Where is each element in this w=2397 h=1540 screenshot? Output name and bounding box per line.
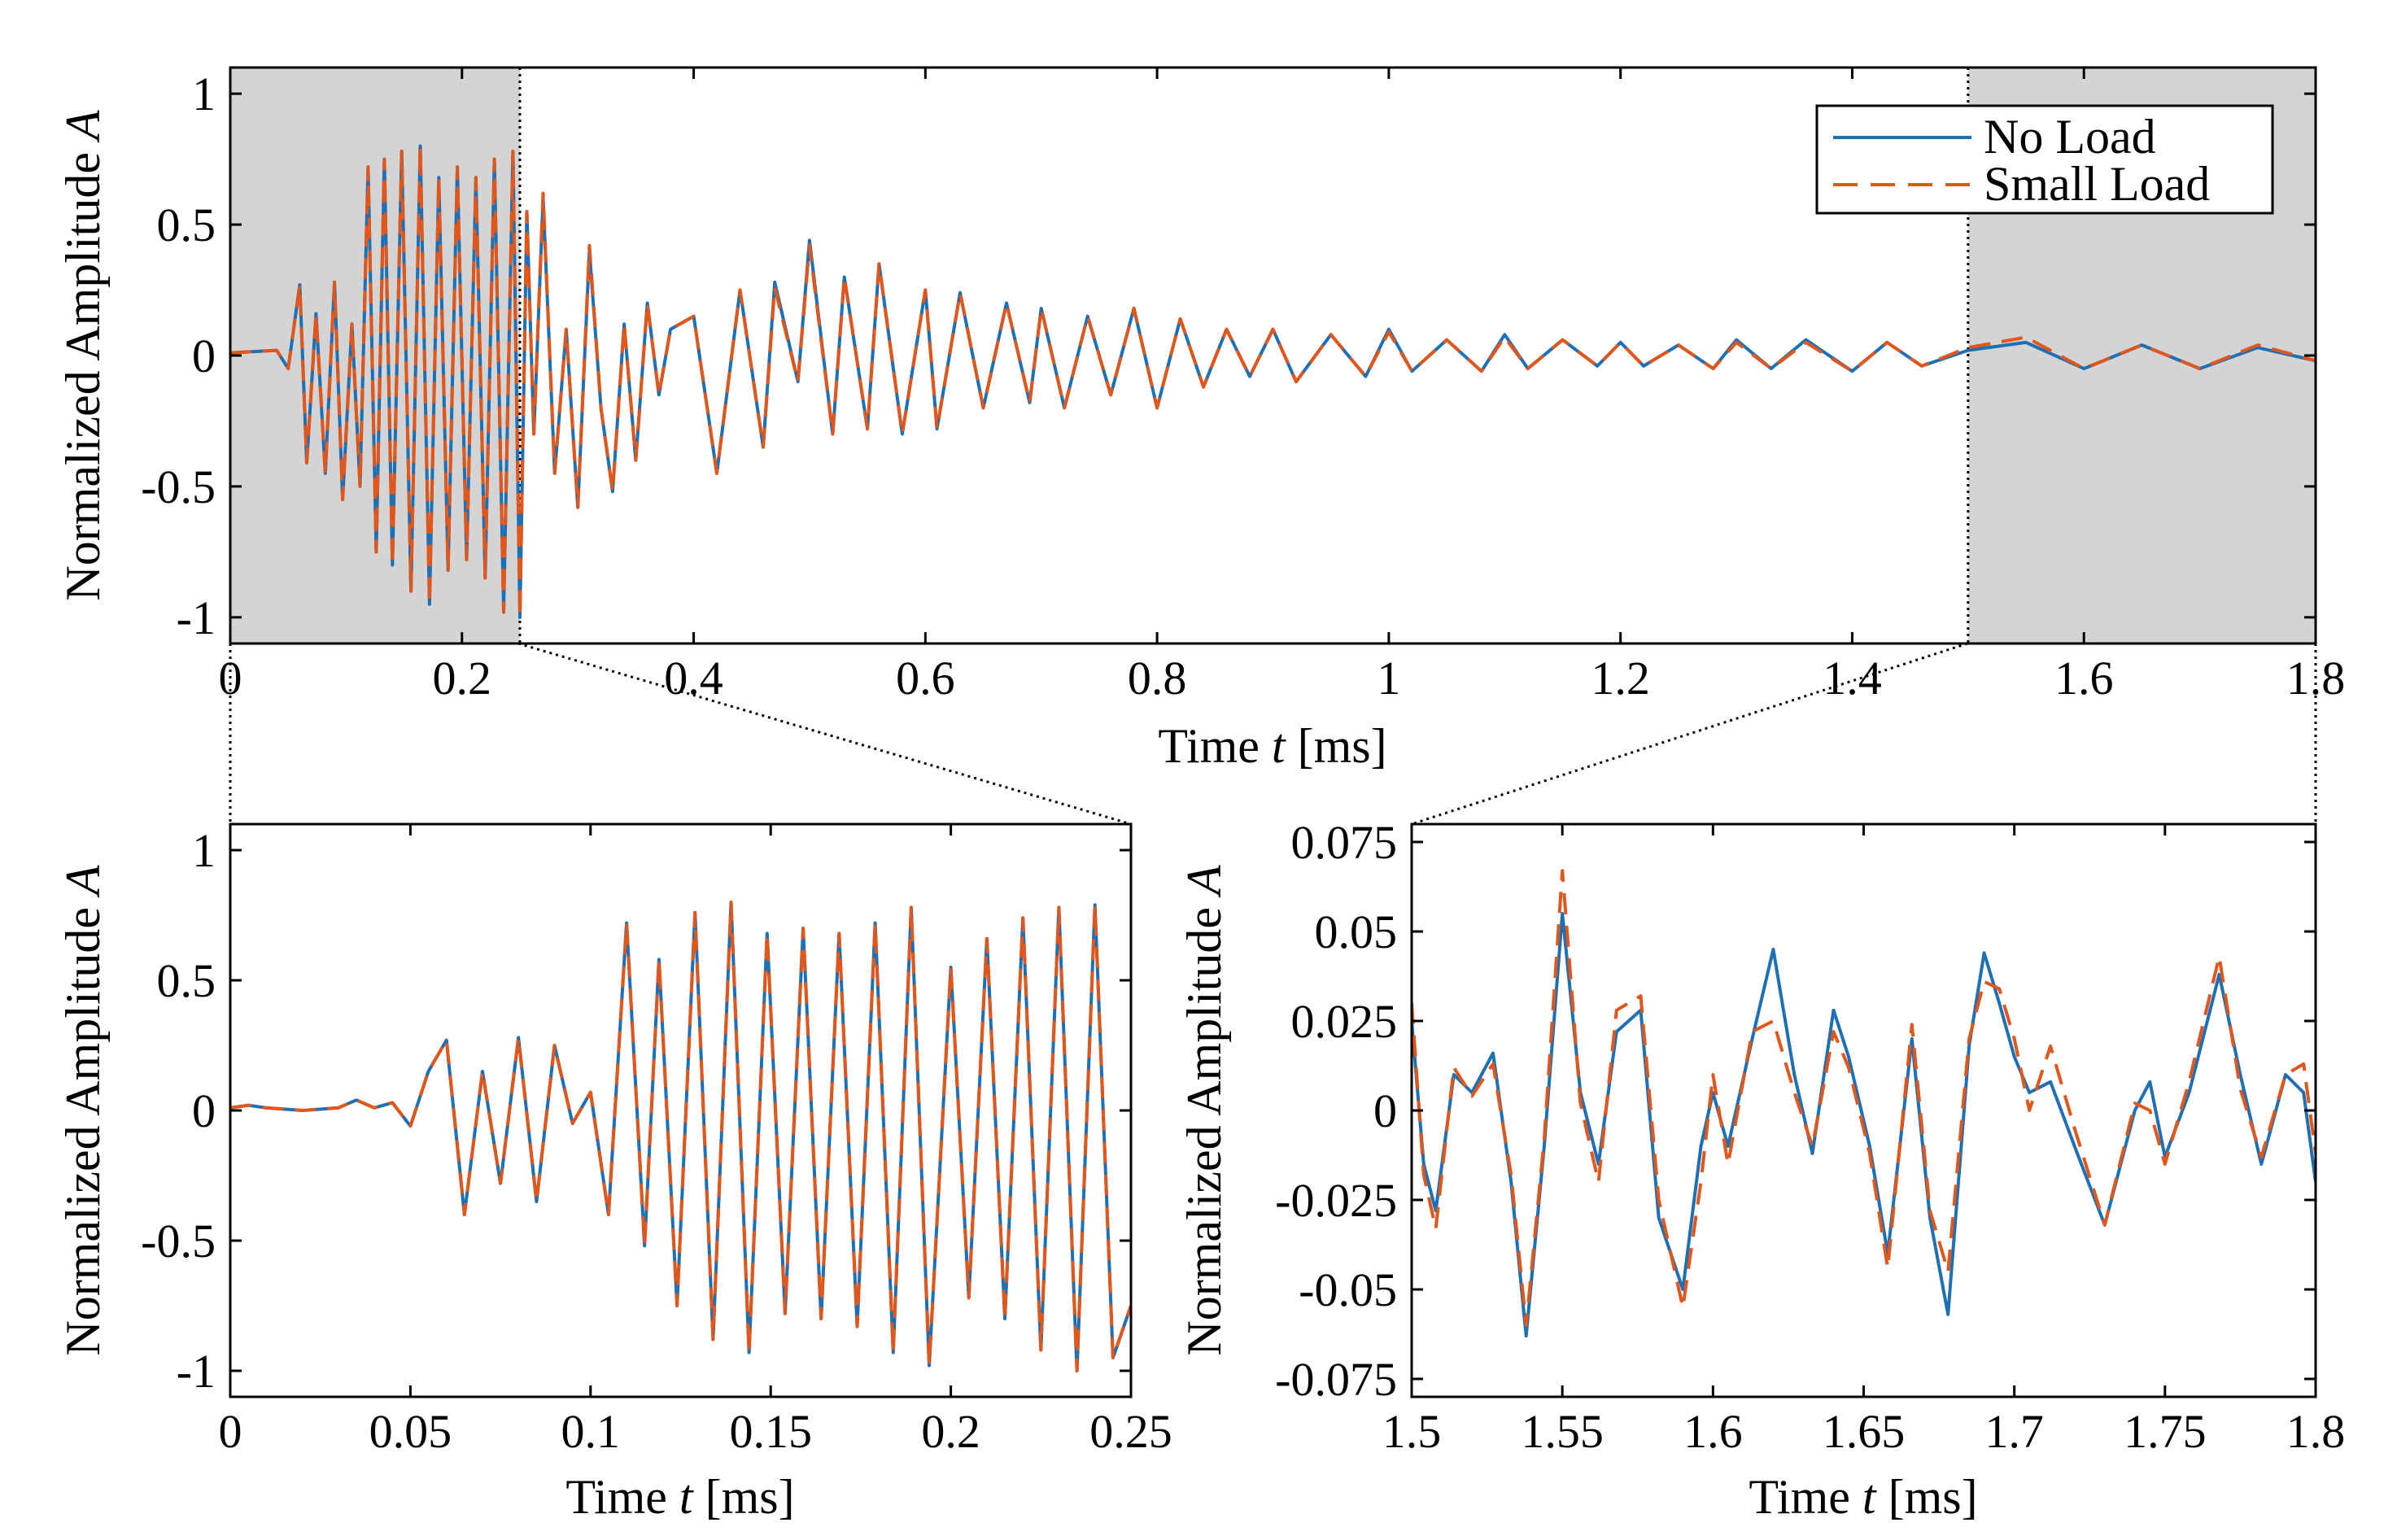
y-tick-label: -0.075	[1275, 1353, 1397, 1406]
y-tick-label: -1	[177, 1345, 216, 1398]
legend-box	[1815, 104, 2274, 215]
y-tick-label: -0.05	[1299, 1263, 1397, 1316]
zoom-end-frame	[1410, 822, 2317, 1398]
zoom-start-series	[230, 901, 1131, 1372]
zoom-start-plot: 0 0.05 0.1 0.15 0.2 0.25 1 0.5 0 -0.5 -1 Time t […	[56, 822, 1172, 1524]
legend-label-small-load: Small Load	[1984, 157, 2210, 211]
x-tick-label: 1.6	[1683, 1405, 1743, 1458]
x-tick-label: 0.8	[1128, 652, 1187, 705]
y-tick-label: 1	[192, 68, 216, 120]
shaded-region-0	[230, 68, 520, 643]
zoom-end-y-axis-label: Normalized Amplitude A	[1177, 865, 1231, 1356]
y-tick-label: -0.025	[1275, 1174, 1397, 1227]
overview-plot: 0 0.2 0.4 0.6 0.8 1 1.2 1.4 1.6 1.8 1 0.5 0 -0.5 -1 T…	[56, 66, 2346, 773]
x-tick-label: 0	[219, 652, 242, 705]
legend: No Load Small Load	[1815, 104, 2274, 215]
y-tick-label: -1	[177, 591, 216, 644]
y-tick-label: -0.5	[141, 460, 216, 513]
y-tick-label: -0.5	[141, 1215, 216, 1267]
x-tick-label: 1.65	[1823, 1405, 1906, 1458]
overview-x-tick-labels: 0 0.2 0.4 0.6 0.8 1 1.2 1.4 1.6 1.8	[219, 652, 2346, 705]
x-tick-label: 0.6	[896, 652, 955, 705]
x-tick-label: 0.15	[729, 1405, 812, 1458]
legend-label-no-load: No Load	[1984, 110, 2156, 164]
overview-y-tick-labels: 1 0.5 0 -0.5 -1	[141, 68, 216, 644]
overview-y-axis-label: Normalized Amplitude A	[56, 110, 110, 601]
overview-frame	[229, 66, 2317, 645]
y-tick-label: 0.025	[1291, 995, 1398, 1048]
x-tick-label: 0.2	[921, 1405, 980, 1458]
x-tick-label: 0.4	[664, 652, 723, 705]
y-tick-label: 0.5	[157, 954, 216, 1007]
zoom-end-x-tick-labels: 1.5 1.55 1.6 1.65 1.7 1.75 1.8	[1382, 1405, 2346, 1458]
x-tick-label: 0.25	[1089, 1405, 1172, 1458]
overview-x-axis-label: Time t [ms]	[1158, 719, 1386, 773]
y-tick-label: 0.075	[1291, 816, 1398, 869]
x-tick-label: 1.7	[1984, 1405, 2044, 1458]
series-small-load	[1412, 869, 2316, 1327]
connector-left-end	[517, 642, 1132, 826]
y-tick-label: 0.5	[157, 198, 216, 251]
x-tick-label: 1.75	[2124, 1405, 2207, 1458]
zoom-start-y-axis-label: Normalized Amplitude A	[56, 865, 110, 1356]
zoom-end-y-tick-labels: 0.075 0.05 0.025 0 -0.025 -0.05 -0.075	[1275, 816, 1397, 1406]
x-tick-label: 0	[219, 1405, 242, 1458]
zoom-start-frame	[229, 822, 1133, 1398]
zoom-end-series	[1412, 869, 2316, 1338]
x-tick-label: 0.05	[369, 1405, 452, 1458]
x-tick-label: 1.4	[1823, 652, 1882, 705]
x-tick-label: 1.55	[1521, 1405, 1604, 1458]
x-tick-label: 0.2	[433, 652, 492, 705]
y-tick-label: 0	[1373, 1084, 1397, 1137]
zoom-start-x-tick-labels: 0 0.05 0.1 0.15 0.2 0.25	[219, 1405, 1172, 1458]
y-tick-label: 0	[192, 1084, 216, 1137]
zoom-start-y-tick-labels: 1 0.5 0 -0.5 -1	[141, 824, 216, 1398]
x-tick-label: 1.2	[1591, 652, 1650, 705]
y-tick-label: 0	[192, 329, 216, 382]
y-tick-label: 0.05	[1315, 905, 1398, 958]
overview-series	[230, 144, 2316, 619]
zoom-start-x-axis-label: Time t [ms]	[565, 1470, 794, 1524]
y-tick-label: 1	[192, 824, 216, 877]
series-no-load	[1412, 912, 2316, 1338]
zoom-end-x-axis-label: Time t [ms]	[1749, 1470, 1977, 1524]
x-tick-label: 1.8	[2286, 652, 2346, 705]
x-tick-label: 1	[1377, 652, 1400, 705]
x-tick-label: 1.8	[2286, 1405, 2346, 1458]
zoom-connectors	[229, 642, 2317, 826]
x-tick-label: 0.1	[561, 1405, 621, 1458]
zoom-end-plot: 1.5 1.55 1.6 1.65 1.7 1.75 1.8 0.0750.050.0250…	[1177, 816, 2345, 1524]
connector-right-start	[1411, 642, 1968, 826]
series-small-load	[230, 901, 1131, 1372]
x-tick-label: 1.5	[1382, 1405, 1442, 1458]
series-small-load	[230, 144, 2316, 619]
x-tick-label: 1.6	[2054, 652, 2114, 705]
